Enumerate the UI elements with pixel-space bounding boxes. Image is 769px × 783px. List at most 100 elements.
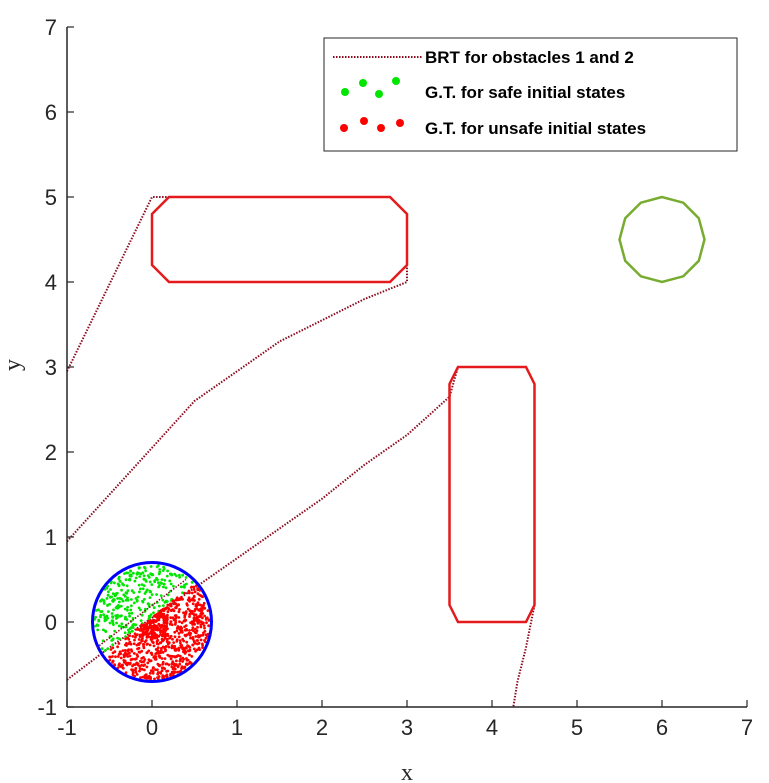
safe-sample-point [103,649,107,652]
unsafe-sample-point [139,676,142,680]
safe-sample-point [153,579,157,583]
safe-sample-point [123,607,127,611]
y-tick-label: 4 [45,270,57,295]
unsafe-sample-point [142,631,146,635]
y-tick-label: 5 [45,185,57,210]
unsafe-sample-point [196,639,200,642]
safe-sample-point [150,583,154,586]
safe-sample-point [134,576,138,580]
unsafe-sample-point [198,615,202,619]
unsafe-sample-point [111,659,115,663]
safe-sample-point [190,581,194,584]
unsafe-sample-point [155,633,159,637]
unsafe-sample-point [150,628,154,631]
unsafe-sample-point [183,618,187,622]
safe-sample-point [124,625,128,629]
unsafe-sample-point [159,610,163,613]
unsafe-sample-point [151,669,154,673]
unsafe-sample-point [162,613,166,616]
safe-sample-point [116,613,119,617]
unsafe-sample-point [173,630,177,634]
unsafe-sample-point [148,624,152,627]
unsafe-sample-point [201,642,204,646]
unsafe-sample-point [188,599,192,603]
unsafe-sample-point [176,670,179,674]
brt-curve [66,196,169,372]
unsafe-sample-point [116,645,119,649]
unsafe-sample-point [128,661,132,665]
unsafe-sample-point [124,637,127,641]
unsafe-sample-point [161,660,165,664]
unsafe-sample-point [158,615,161,619]
unsafe-sample-point [166,632,170,636]
safe-sample-point [106,616,109,620]
unsafe-sample-point [194,604,198,608]
unsafe-sample-point [197,642,201,645]
safe-sample-point [131,626,135,629]
unsafe-sample-point [122,653,126,657]
safe-sample-point [136,595,140,599]
x-tick-label: 6 [656,715,668,740]
unsafe-sample-point [166,603,170,607]
unsafe-sample-point [128,634,132,638]
legend-safe-swatch [341,77,400,98]
unsafe-sample-point [124,649,127,652]
unsafe-sample-point [134,670,138,674]
unsafe-sample-point [138,664,142,668]
sample-points [93,564,211,681]
unsafe-sample-point [137,638,141,641]
unsafe-sample-point [191,636,195,639]
unsafe-sample-point [200,604,204,607]
unsafe-sample-point [191,612,195,615]
unsafe-sample-point [141,624,145,628]
x-tick-label: 0 [146,715,158,740]
y-tick-label: 1 [45,525,57,550]
axis-ticks: -1 0 1 2 3 4 5 6 7 -1 0 1 2 3 4 5 6 7 [37,15,753,740]
safe-sample-point [118,637,121,641]
x-tick-label: 5 [571,715,583,740]
safe-sample-point [128,627,132,630]
unsafe-sample-point [156,627,159,631]
unsafe-sample-point [132,642,136,646]
unsafe-sample-point [146,635,150,639]
safe-sample-point [162,565,166,569]
safe-sample-point [128,614,132,618]
safe-sample-point [152,606,156,610]
unsafe-sample-point [155,640,159,643]
unsafe-sample-point [196,587,200,590]
safe-sample-point [165,574,169,578]
unsafe-sample-point [165,669,169,673]
unsafe-sample-point [158,623,162,627]
unsafe-sample-point [190,655,194,658]
unsafe-sample-point [190,591,194,595]
safe-sample-point [108,621,112,625]
y-tick-label: 7 [45,15,57,40]
unsafe-sample-point [160,633,164,637]
unsafe-sample-point [185,640,189,644]
unsafe-sample-point [173,623,177,626]
unsafe-sample-point [157,664,161,668]
unsafe-sample-point [177,616,181,619]
safe-sample-point [150,573,154,577]
x-tick-label: -1 [57,715,77,740]
safe-sample-point [107,610,110,613]
unsafe-sample-point [173,644,177,648]
unsafe-sample-point [156,668,159,672]
unsafe-sample-point [142,660,146,663]
unsafe-sample-point [165,673,169,677]
unsafe-sample-point [202,624,206,627]
safe-sample-point [115,621,118,625]
safe-sample-point [157,604,161,608]
unsafe-sample-point [197,620,201,624]
safe-sample-point [142,584,146,587]
unsafe-sample-point [127,642,131,646]
safe-sample-point [138,572,142,575]
safe-sample-point [139,608,142,612]
unsafe-sample-point [161,651,165,654]
y-tick-label: 3 [45,355,57,380]
unsafe-sample-point [193,590,197,594]
safe-sample-point [102,602,106,605]
safe-sample-point [104,629,107,633]
unsafe-sample-point [157,634,161,638]
unsafe-sample-point [164,662,168,666]
